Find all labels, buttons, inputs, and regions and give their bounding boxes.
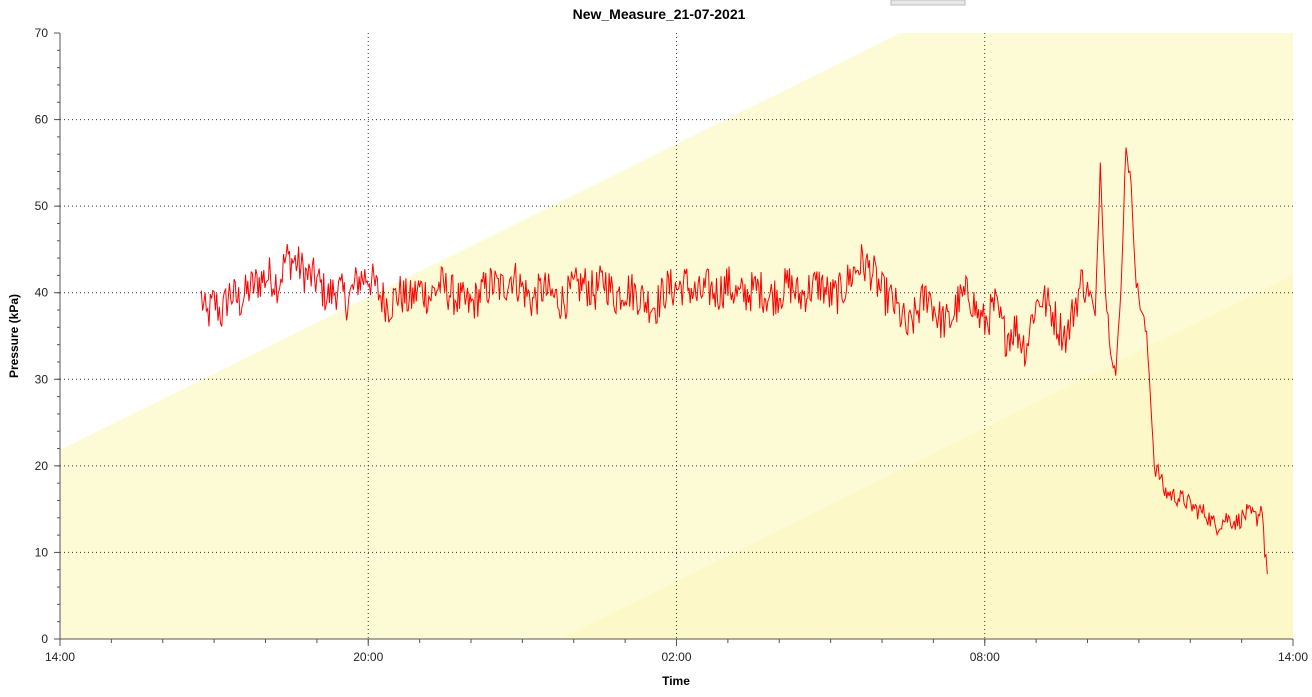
y-tick-label: 30 xyxy=(35,372,49,386)
y-axis-label: Pressure (kPa) xyxy=(7,294,21,378)
band-lower xyxy=(560,275,1293,639)
background-bands xyxy=(60,33,1293,639)
x-tick-label: 14:00 xyxy=(1278,650,1308,664)
x-tick-label: 08:00 xyxy=(970,650,1000,664)
chart-title: New_Measure_21-07-2021 xyxy=(573,6,746,22)
series-line-0 xyxy=(200,147,1268,575)
y-tick-label: 60 xyxy=(35,113,49,127)
y-axis-ticks: 0 10 20 30 40 50 60 70 xyxy=(35,26,60,646)
x-tick-label: 14:00 xyxy=(45,650,75,664)
x-axis-label: Time xyxy=(662,674,690,688)
grid-lines xyxy=(60,33,1293,639)
x-axis-ticks: 14:00 20:00 02:00 08:00 14:00 xyxy=(45,639,1308,664)
y-tick-label: 50 xyxy=(35,199,49,213)
y-tick-label: 10 xyxy=(35,545,49,559)
y-tick-label: 20 xyxy=(35,459,49,473)
series-layer xyxy=(200,147,1268,575)
x-tick-label: 02:00 xyxy=(661,650,691,664)
x-tick-label: 20:00 xyxy=(353,650,383,664)
y-tick-label: 40 xyxy=(35,286,49,300)
y-tick-label: 70 xyxy=(35,26,49,40)
scroll-control[interactable] xyxy=(890,0,966,6)
y-tick-label: 0 xyxy=(41,632,48,646)
